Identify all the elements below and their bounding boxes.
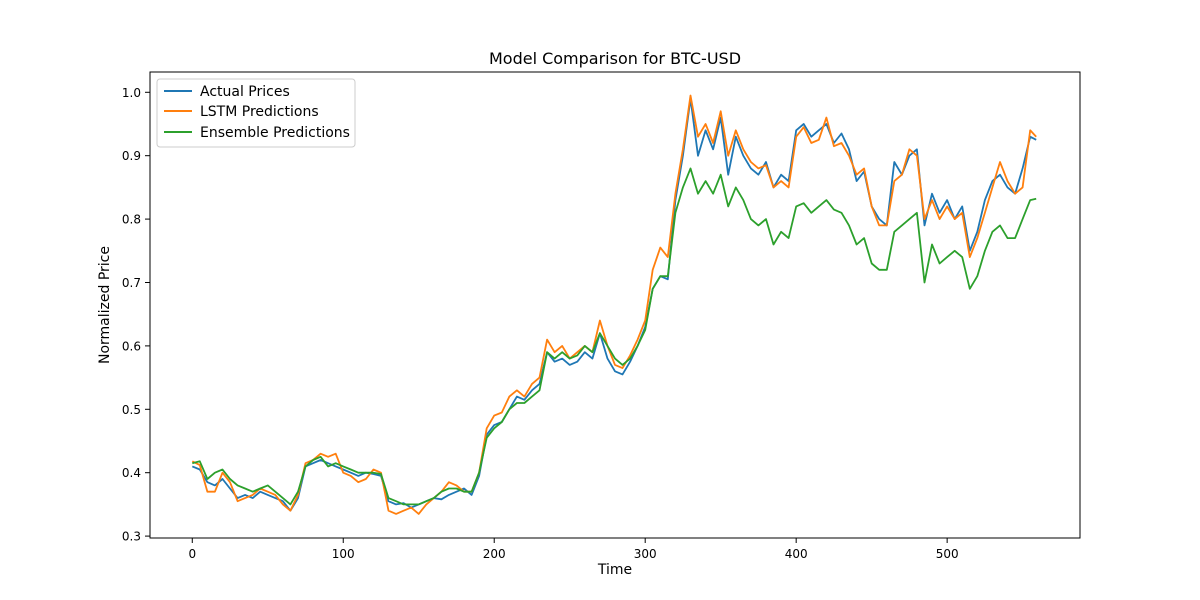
y-tick-label: 1.0 [122,86,141,100]
legend: Actual Prices LSTM Predictions Ensemble … [156,78,356,148]
x-axis-label: Time [597,562,632,578]
legend-label-ensemble: Ensemble Predictions [200,125,350,141]
legend-box [156,78,356,148]
series-group [191,94,1037,515]
x-tick-label: 500 [936,547,959,561]
series-line-0 [191,97,1037,512]
series-line-1 [191,94,1037,515]
y-tick-label: 0.8 [122,213,141,227]
x-axis: 0 100 200 300 400 500 [188,538,959,561]
y-axis-label: Normalized Price [97,246,113,364]
plot-frame [149,71,1081,539]
chart-title: Model Comparison for BTC-USD [489,49,741,68]
legend-label-lstm: LSTM Predictions [200,104,319,120]
x-tick-label: 100 [332,547,355,561]
legend-label-actual: Actual Prices [200,84,290,100]
x-tick-label: 0 [188,547,196,561]
y-tick-label: 0.6 [122,339,141,353]
x-tick-label: 300 [634,547,657,561]
y-tick-label: 0.7 [122,276,141,290]
y-tick-label: 0.4 [122,466,141,480]
y-tick-label: 0.5 [122,403,141,417]
y-axis: 0.3 0.4 0.5 0.6 0.7 0.8 0.9 1.0 [122,86,150,544]
y-tick-label: 0.9 [122,149,141,163]
y-tick-label: 0.3 [122,530,141,544]
x-tick-label: 400 [785,547,808,561]
series-line-2 [192,167,1037,506]
x-tick-label: 200 [483,547,506,561]
